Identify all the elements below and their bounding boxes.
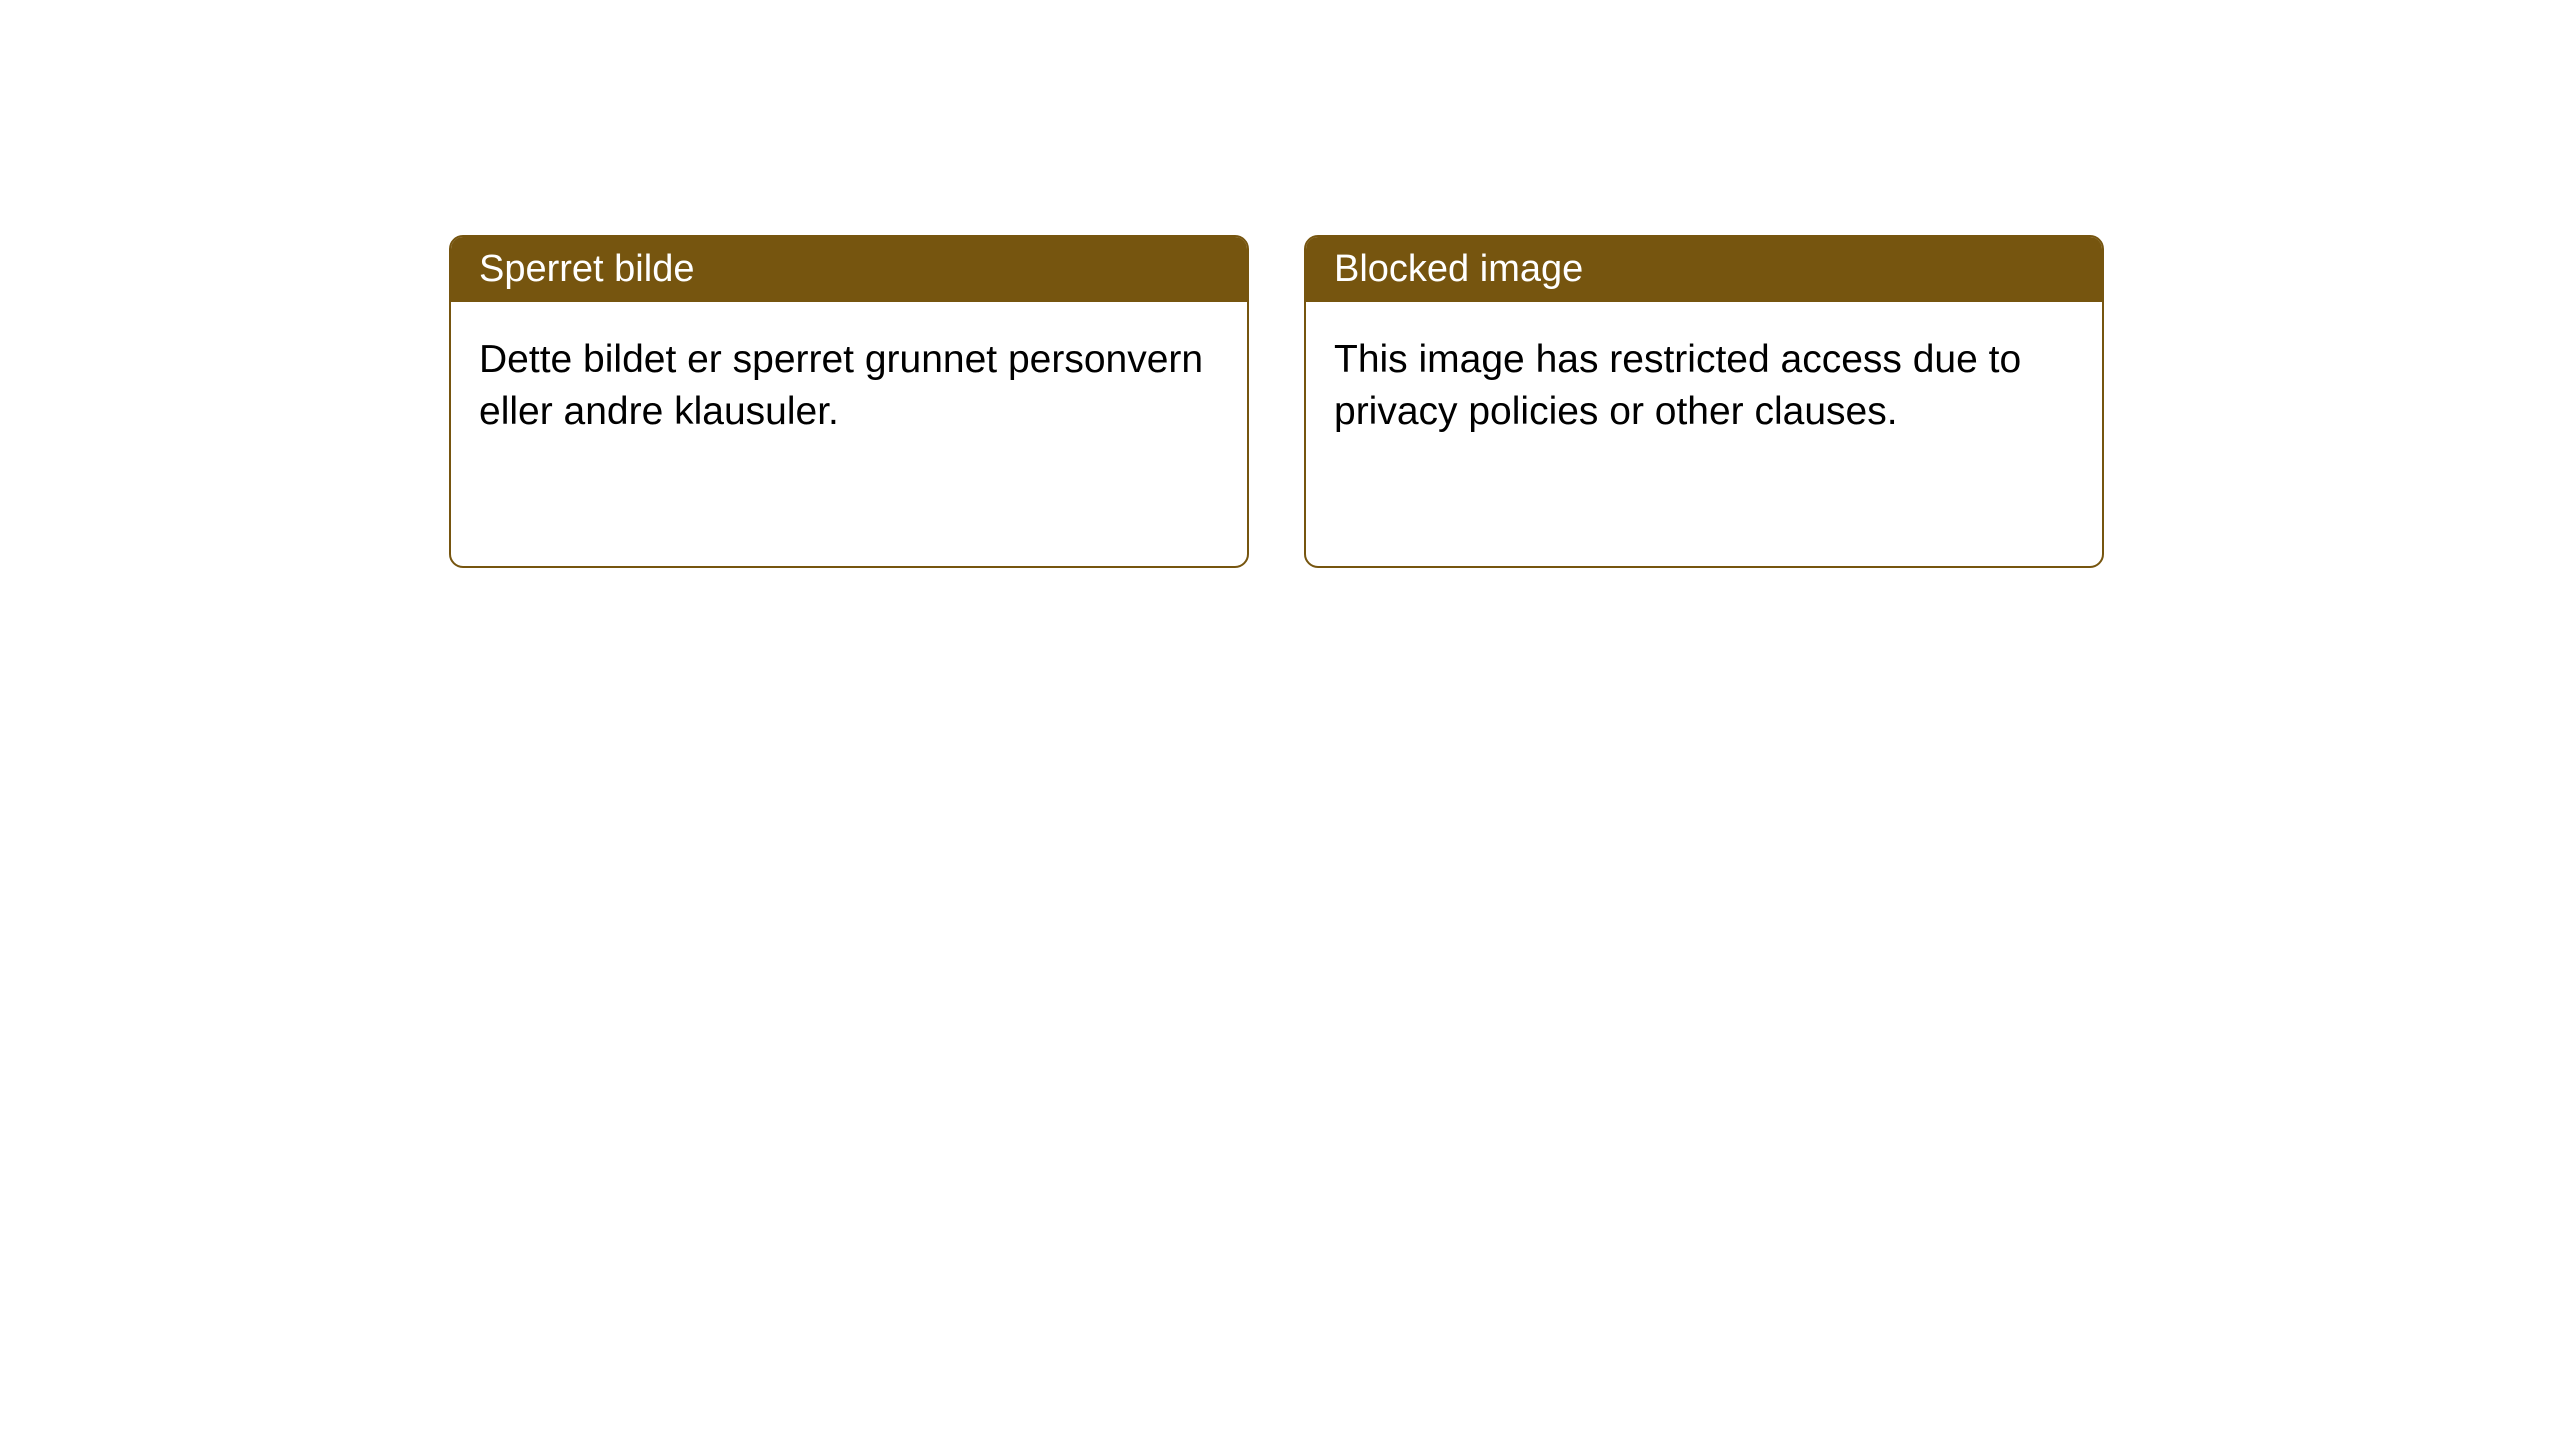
notice-body-english: This image has restricted access due to … — [1306, 302, 2102, 470]
notice-card-norwegian: Sperret bilde Dette bildet er sperret gr… — [449, 235, 1249, 568]
notice-container: Sperret bilde Dette bildet er sperret gr… — [449, 235, 2104, 568]
notice-card-english: Blocked image This image has restricted … — [1304, 235, 2104, 568]
notice-text-norwegian: Dette bildet er sperret grunnet personve… — [479, 338, 1203, 433]
notice-text-english: This image has restricted access due to … — [1334, 338, 2021, 433]
notice-title-english: Blocked image — [1334, 248, 1583, 290]
notice-body-norwegian: Dette bildet er sperret grunnet personve… — [451, 302, 1247, 470]
notice-header-english: Blocked image — [1306, 237, 2102, 302]
notice-title-norwegian: Sperret bilde — [479, 248, 694, 290]
notice-header-norwegian: Sperret bilde — [451, 237, 1247, 302]
